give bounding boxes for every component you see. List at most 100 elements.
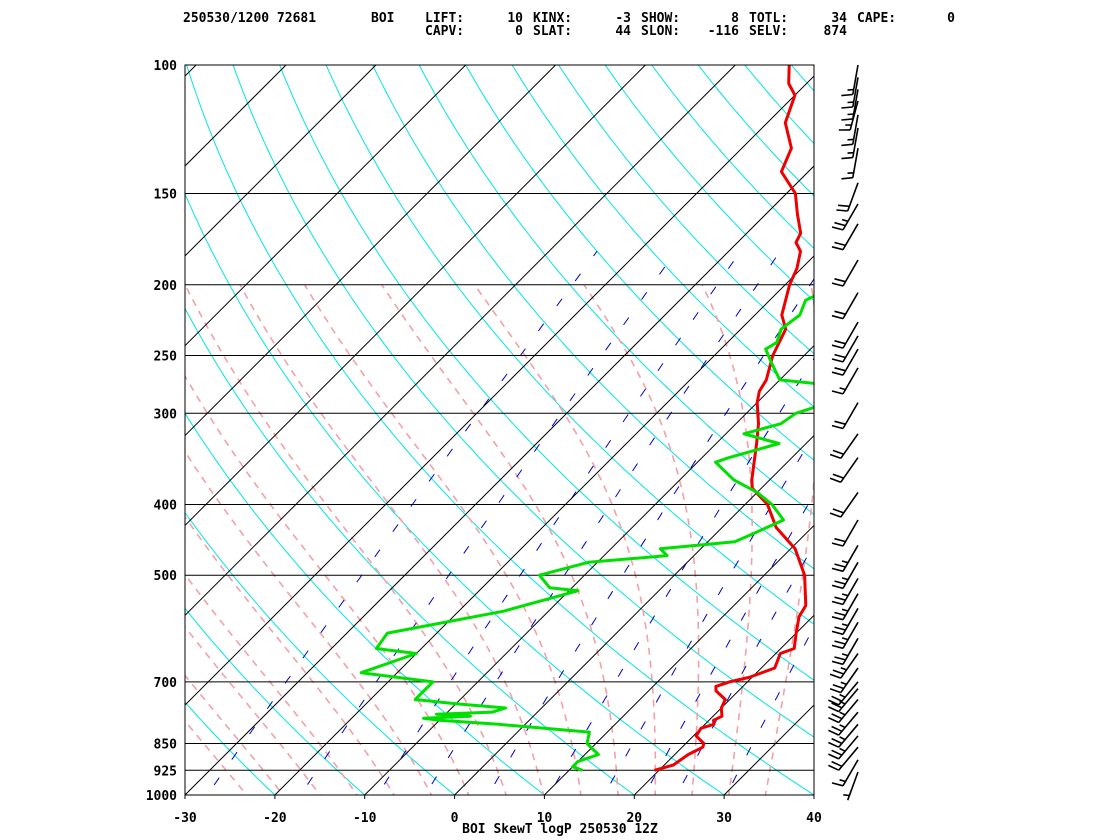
header: 250530/1200 72681 BOI LIFT: 10 KINX: -3 …: [183, 11, 955, 39]
dry-adiabat: [790, 65, 814, 92]
barb-flag: [829, 688, 842, 694]
dry-adiabat: [185, 511, 456, 795]
temp-tick-label: -10: [353, 811, 377, 826]
dry-adiabat: [185, 701, 276, 795]
barb-flag: [841, 93, 853, 97]
dry-adiabat: [1085, 37, 1120, 811]
barb-flag: [834, 563, 846, 568]
slon-label: SLON:: [641, 24, 680, 39]
barb-staff: [838, 698, 859, 724]
barb-flag: [841, 106, 853, 109]
mixing-ratio-line: [603, 433, 814, 795]
barb-flag: [831, 246, 844, 251]
barb-flag: [834, 241, 846, 247]
isotherm: [185, 165, 814, 795]
wind-barb: [831, 561, 859, 590]
isotherm: [185, 65, 646, 527]
barb-staff: [842, 637, 859, 665]
wind-barb: [828, 746, 859, 771]
wind-barb: [828, 735, 859, 760]
barb-flag: [834, 310, 846, 315]
barb-flag: [831, 782, 844, 787]
wind-barb: [831, 621, 859, 650]
wind-barb: [828, 681, 859, 706]
barb-staff: [838, 681, 859, 706]
barb-half-flag: [839, 736, 846, 741]
cape-label: CAPE:: [857, 11, 896, 26]
plot-frame: [184, 64, 815, 796]
wind-barb: [831, 593, 859, 621]
barb-flag: [829, 453, 842, 460]
isotherm: [364, 344, 814, 795]
dry-adiabat: [185, 192, 726, 795]
slat-value: 44: [615, 24, 631, 39]
dry-adiabat: [651, 65, 814, 250]
barb-flag: [831, 725, 843, 733]
barb-flag: [831, 390, 844, 395]
dry-adiabat: [858, 37, 1120, 811]
barb-half-flag: [839, 711, 846, 716]
mixing-ratio-line: [487, 278, 814, 795]
wind-barb: [829, 653, 859, 679]
barb-flag: [831, 702, 843, 709]
wind-barb: [831, 321, 859, 349]
dewpoint-profile: [359, 294, 814, 772]
barb-flag: [829, 477, 842, 483]
barb-staff: [838, 746, 859, 771]
barb-flag: [834, 596, 846, 601]
barb-flag: [831, 616, 844, 621]
pressure-tick-label: 500: [154, 569, 178, 584]
barb-flag: [834, 537, 846, 543]
moist-adiabat: [701, 284, 754, 795]
dry-adiabat: [465, 65, 814, 461]
dry-adiabat: [279, 65, 814, 681]
wind-barb: [831, 348, 859, 376]
barb-flag: [834, 420, 846, 425]
barb-flag: [834, 367, 846, 372]
barb-flag: [834, 656, 846, 661]
isotherm: [185, 65, 287, 167]
pressure-tick-label: 700: [154, 676, 178, 691]
barb-flag: [828, 716, 840, 724]
barb-flag: [831, 713, 843, 720]
barb-half-flag: [847, 88, 854, 91]
wind-barb: [829, 457, 859, 483]
wind-barb: [841, 127, 859, 160]
isotherm: [185, 65, 736, 617]
wind-barb: [831, 335, 859, 363]
barb-half-flag: [839, 747, 846, 752]
barb-flag: [834, 340, 846, 345]
barb-flag: [831, 584, 844, 590]
barb-half-flag: [841, 637, 849, 641]
barb-staff: [842, 292, 859, 319]
barb-flag: [831, 424, 844, 430]
barb-staff: [838, 723, 859, 748]
barb-flag: [828, 741, 840, 748]
wind-barb: [831, 402, 859, 430]
pressure-tick-label: 1000: [146, 789, 177, 804]
moist-adiabat: [185, 674, 285, 795]
moist-adiabat: [239, 284, 545, 795]
isotherm: [0, 65, 106, 795]
wind-barb: [828, 688, 859, 713]
wind-barb: [836, 182, 859, 212]
barb-flag: [841, 156, 853, 160]
isotherm: [544, 524, 814, 795]
temp-tick-label: 0: [451, 811, 459, 826]
kinx-value: -3: [615, 11, 631, 26]
pressure-tick-label: 150: [154, 188, 178, 203]
barb-flag: [831, 630, 844, 636]
barb-flag: [836, 209, 848, 212]
barb-half-flag: [839, 779, 846, 783]
barb-flag: [831, 314, 844, 320]
cape-value: 0: [947, 11, 955, 26]
slon-value: -116: [708, 24, 739, 39]
dry-adiabat: [697, 65, 814, 197]
dry-adiabat: [185, 794, 186, 795]
mixing-ratio-line: [644, 493, 814, 795]
wind-barb: [831, 367, 859, 395]
wind-barbs: [828, 64, 859, 801]
temperature-profile: [654, 65, 808, 772]
barb-half-flag: [841, 218, 849, 223]
